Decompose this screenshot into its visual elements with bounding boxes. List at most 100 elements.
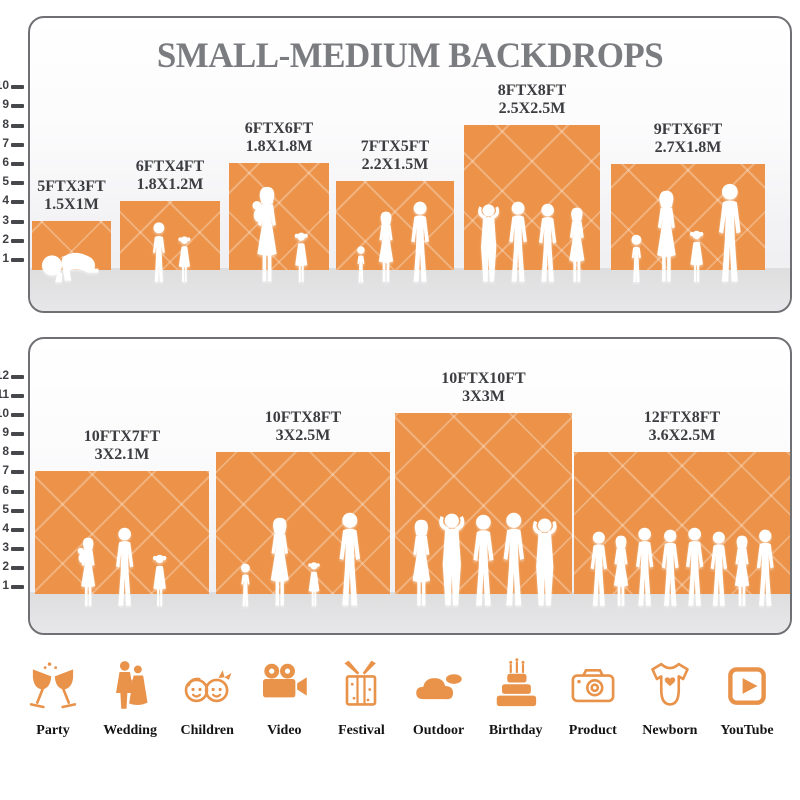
ruler-number: 1: [2, 578, 9, 592]
people-silhouettes: [464, 201, 600, 283]
category-label: Newborn: [642, 723, 698, 738]
size-m: 1.5X1M: [44, 196, 99, 213]
ruler-number: 8: [2, 444, 9, 459]
ruler-tick: [11, 142, 24, 147]
ruler-tick: [11, 162, 24, 166]
girl-silhouette: [304, 559, 324, 607]
man-silhouette: [108, 527, 141, 607]
ruler-number: 4: [2, 520, 9, 535]
man-silhouette: [330, 512, 370, 607]
girl-silhouette: [685, 227, 708, 283]
ruler-tick: [11, 565, 24, 570]
category-newborn: Newborn: [633, 658, 707, 739]
ruler-tick: [11, 219, 24, 224]
ruler-number: 5: [2, 174, 9, 189]
ruler-number: 10: [0, 406, 9, 421]
people-silhouettes: [336, 201, 454, 283]
birthday-icon: [496, 658, 536, 707]
category-label: Children: [180, 723, 234, 738]
ruler-number: 7: [2, 135, 9, 150]
product-icon: [571, 668, 615, 703]
ruler-tick: [11, 123, 24, 128]
ruler-number: 10: [0, 78, 9, 93]
category-wedding: Wedding: [93, 658, 167, 739]
backdrop-size-label: 6FTX6FT 1.8X1.8M: [245, 120, 313, 156]
woman-silhouette: [647, 190, 686, 283]
backdrop-5ftx3ft: [32, 221, 111, 270]
ruler-number: 3: [2, 539, 9, 554]
ruler-tick: [11, 432, 24, 437]
children-icon: [184, 670, 232, 703]
size-ft: 5FTX3FT: [37, 178, 106, 195]
backdrop-10ftx10ft: [395, 413, 572, 594]
ruler-number: 2: [2, 558, 9, 573]
ruler-tick: [11, 374, 24, 379]
ruler-tick: [11, 413, 24, 418]
backdrop-size-label: 9FTX6FT 2.7X1.8M: [654, 121, 722, 157]
category-product: Product: [556, 658, 630, 739]
toddler-silhouette: [236, 562, 255, 607]
backdrop-10ftx7ft: [35, 471, 209, 594]
man-silhouette: [749, 529, 782, 607]
size-ft: 6FTX6FT: [244, 120, 314, 137]
ruler-number: 8: [2, 116, 9, 131]
youtube-icon: [728, 667, 766, 705]
toddler-silhouette: [353, 245, 369, 283]
backdrop-size-label: 7FTX5FT 2.2X1.5M: [361, 138, 429, 174]
category-party: Party: [16, 658, 90, 739]
size-m: 3X2.5M: [275, 427, 331, 444]
ruler-tick: [11, 546, 24, 551]
people-silhouettes: [216, 512, 390, 607]
page-title: SMALL-MEDIUM BACKDROPS: [156, 35, 664, 75]
ruler-tick: [11, 394, 24, 398]
woman-holding-baby-silhouette: [246, 186, 286, 283]
backdrop-size-label: 6FTX4FT 1.8X1.2M: [136, 158, 204, 194]
ruler-tick: [11, 470, 24, 475]
backdrop-8ftx8ft: [464, 125, 600, 270]
man-silhouette: [531, 203, 564, 283]
ruler-tick: [11, 85, 24, 90]
ruler-number: 6: [2, 155, 9, 169]
category-children: Children: [170, 658, 244, 739]
ruler-tick: [11, 238, 24, 243]
toddler-silhouette: [626, 233, 647, 283]
size-m: 2.7X1.8M: [654, 139, 722, 156]
category-label: YouTube: [720, 723, 774, 738]
size-m: 3.6X2.5M: [648, 427, 716, 444]
size-m: 2.2X1.5M: [361, 156, 429, 173]
category-label: Party: [36, 723, 70, 738]
ruler-tick: [11, 258, 24, 262]
video-icon: [263, 663, 308, 698]
size-ft: 8FTX8FT: [497, 82, 567, 99]
size-ft: 10FTX7FT: [83, 428, 161, 445]
girl-silhouette: [290, 229, 313, 283]
ruler-number: 2: [2, 231, 9, 246]
man-silhouette: [709, 183, 751, 283]
category-label: Wedding: [103, 723, 157, 738]
ruler-number: 9: [2, 97, 9, 112]
newborn-icon: [651, 662, 689, 706]
category-label: Product: [568, 723, 617, 738]
ruler-tick: [11, 451, 24, 456]
bottom-backdrops: 10FTX7FT 3X2.1M 10FTX8FT 3X2.5M 10FTX10FT 3X3…: [30, 339, 790, 633]
ruler-number: 12: [0, 367, 9, 382]
woman-silhouette: [561, 207, 593, 283]
top-backdrops: 5FTX3FT 1.5X1M 6FTX4FT 1.8X1.2M 6FTX6FT 1.8X1…: [30, 18, 790, 311]
backdrop-9ftx6ft: [611, 164, 765, 270]
category-festival: Festival: [324, 658, 398, 739]
ruler-tick: [11, 527, 24, 532]
ruler-number: 7: [2, 463, 9, 478]
category-youtube: YouTube: [710, 658, 784, 739]
ruler-number: 11: [0, 387, 9, 401]
size-m: 1.8X1.8M: [245, 138, 313, 155]
people-silhouettes: [395, 512, 572, 607]
ruler-tick: [11, 508, 24, 513]
people-silhouettes: [120, 221, 220, 283]
man-arms-up-silhouette: [472, 203, 505, 283]
category-label: Birthday: [488, 723, 543, 738]
backdrop-size-label: 10FTX8FT 3X2.5M: [265, 409, 341, 445]
top-panel: SMALL-MEDIUM BACKDROPS 5FTX3FT 1.5X1M 6FTX…: [28, 16, 792, 313]
festival-icon: [344, 660, 377, 706]
people-silhouettes: [35, 527, 209, 607]
